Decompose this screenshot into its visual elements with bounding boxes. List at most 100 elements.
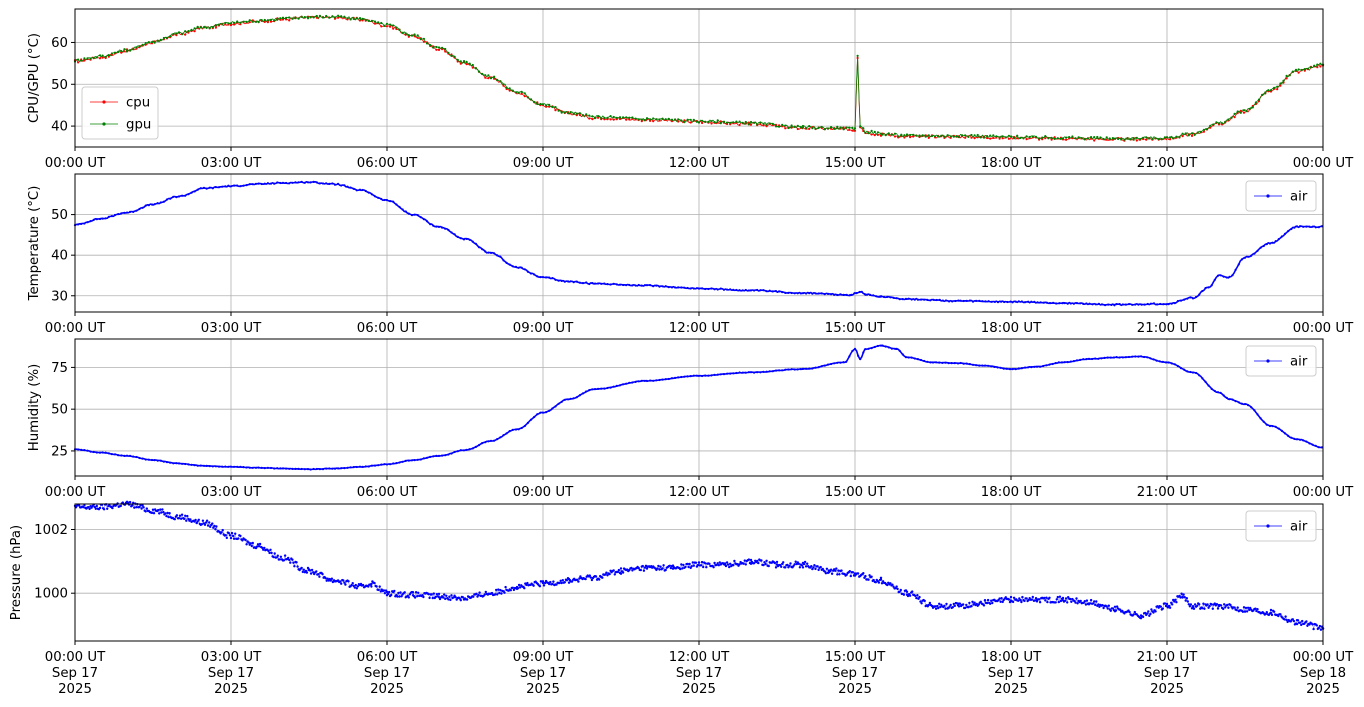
data-point xyxy=(566,398,570,401)
data-point xyxy=(1085,599,1089,602)
data-point xyxy=(788,564,791,567)
data-point xyxy=(806,562,809,565)
y-tick-label: 50 xyxy=(51,208,68,223)
data-point xyxy=(180,513,184,516)
data-point xyxy=(1247,404,1250,407)
data-point xyxy=(279,467,282,470)
legend-label: gpu xyxy=(126,118,151,133)
data-point xyxy=(442,596,445,599)
data-point xyxy=(1305,440,1308,443)
x-tick-label: 18:00 UT xyxy=(981,321,1042,336)
data-point xyxy=(389,25,392,28)
data-point xyxy=(201,519,205,522)
data-point xyxy=(380,25,383,28)
data-point xyxy=(810,565,813,568)
data-point xyxy=(590,578,594,582)
data-point xyxy=(269,18,273,21)
data-point xyxy=(156,39,159,42)
data-point xyxy=(214,528,217,531)
data-point xyxy=(273,552,276,555)
data-point xyxy=(1091,357,1094,361)
data-point xyxy=(413,213,416,216)
data-point xyxy=(658,378,661,382)
data-point xyxy=(1030,598,1034,601)
data-point xyxy=(164,512,167,515)
data-point xyxy=(411,591,415,594)
data-point xyxy=(251,466,254,469)
data-point xyxy=(1317,626,1321,630)
data-point xyxy=(276,18,279,21)
data-point xyxy=(670,377,674,380)
data-point xyxy=(196,188,199,191)
data-point xyxy=(1204,287,1207,290)
data-point xyxy=(931,361,935,364)
data-point xyxy=(1225,396,1228,399)
data-point xyxy=(450,594,453,597)
data-point xyxy=(190,28,193,31)
data-point xyxy=(187,193,190,196)
data-point xyxy=(689,118,692,121)
data-point xyxy=(823,293,826,296)
data-point xyxy=(1058,595,1062,598)
data-point xyxy=(474,67,477,70)
data-point xyxy=(744,120,747,124)
data-point xyxy=(520,92,523,95)
data-point xyxy=(661,117,664,120)
x-tick-label: 09:00 UT xyxy=(513,321,574,336)
data-point xyxy=(548,276,551,279)
data-point xyxy=(705,566,708,569)
data-point xyxy=(321,572,324,576)
data-point xyxy=(664,378,667,381)
data-point xyxy=(619,567,623,570)
data-point xyxy=(497,588,500,591)
data-point xyxy=(144,204,147,207)
data-point xyxy=(205,464,208,467)
data-point xyxy=(551,105,554,109)
data-point xyxy=(1158,360,1161,363)
data-point xyxy=(600,387,603,390)
data-point xyxy=(1269,611,1273,615)
data-point xyxy=(976,136,979,139)
data-point xyxy=(111,506,114,510)
data-point xyxy=(915,596,918,600)
data-point xyxy=(1295,225,1299,228)
data-point xyxy=(516,587,520,590)
data-point xyxy=(276,554,279,557)
data-point xyxy=(886,295,889,298)
data-point xyxy=(605,571,608,574)
data-point xyxy=(893,347,897,350)
data-point xyxy=(1189,603,1193,606)
data-point xyxy=(377,464,380,467)
data-point xyxy=(355,17,358,20)
data-point xyxy=(669,566,673,570)
data-point xyxy=(255,545,259,548)
data-point xyxy=(1184,132,1187,135)
data-point xyxy=(125,50,129,53)
data-point xyxy=(836,293,839,297)
data-point xyxy=(793,368,796,371)
data-point xyxy=(943,135,946,138)
data-point xyxy=(113,213,117,217)
data-point xyxy=(526,96,530,99)
data-point xyxy=(429,44,432,47)
x-tick-label: 2025 xyxy=(58,682,92,697)
data-point xyxy=(356,585,360,588)
data-point xyxy=(150,41,154,44)
data-point xyxy=(1020,600,1023,604)
data-point xyxy=(533,273,536,276)
data-point xyxy=(845,293,848,296)
data-point xyxy=(539,411,542,414)
data-point xyxy=(901,298,904,301)
data-point xyxy=(186,514,189,518)
data-point xyxy=(1149,302,1152,305)
data-point xyxy=(617,568,621,572)
data-point xyxy=(578,394,582,397)
data-point xyxy=(1240,258,1243,261)
data-point xyxy=(245,466,248,469)
data-point xyxy=(462,238,466,241)
data-point xyxy=(808,292,811,295)
data-point xyxy=(1233,116,1236,119)
data-point xyxy=(1054,601,1057,604)
x-tick-label: 03:00 UT xyxy=(201,650,262,665)
data-point xyxy=(864,574,867,578)
